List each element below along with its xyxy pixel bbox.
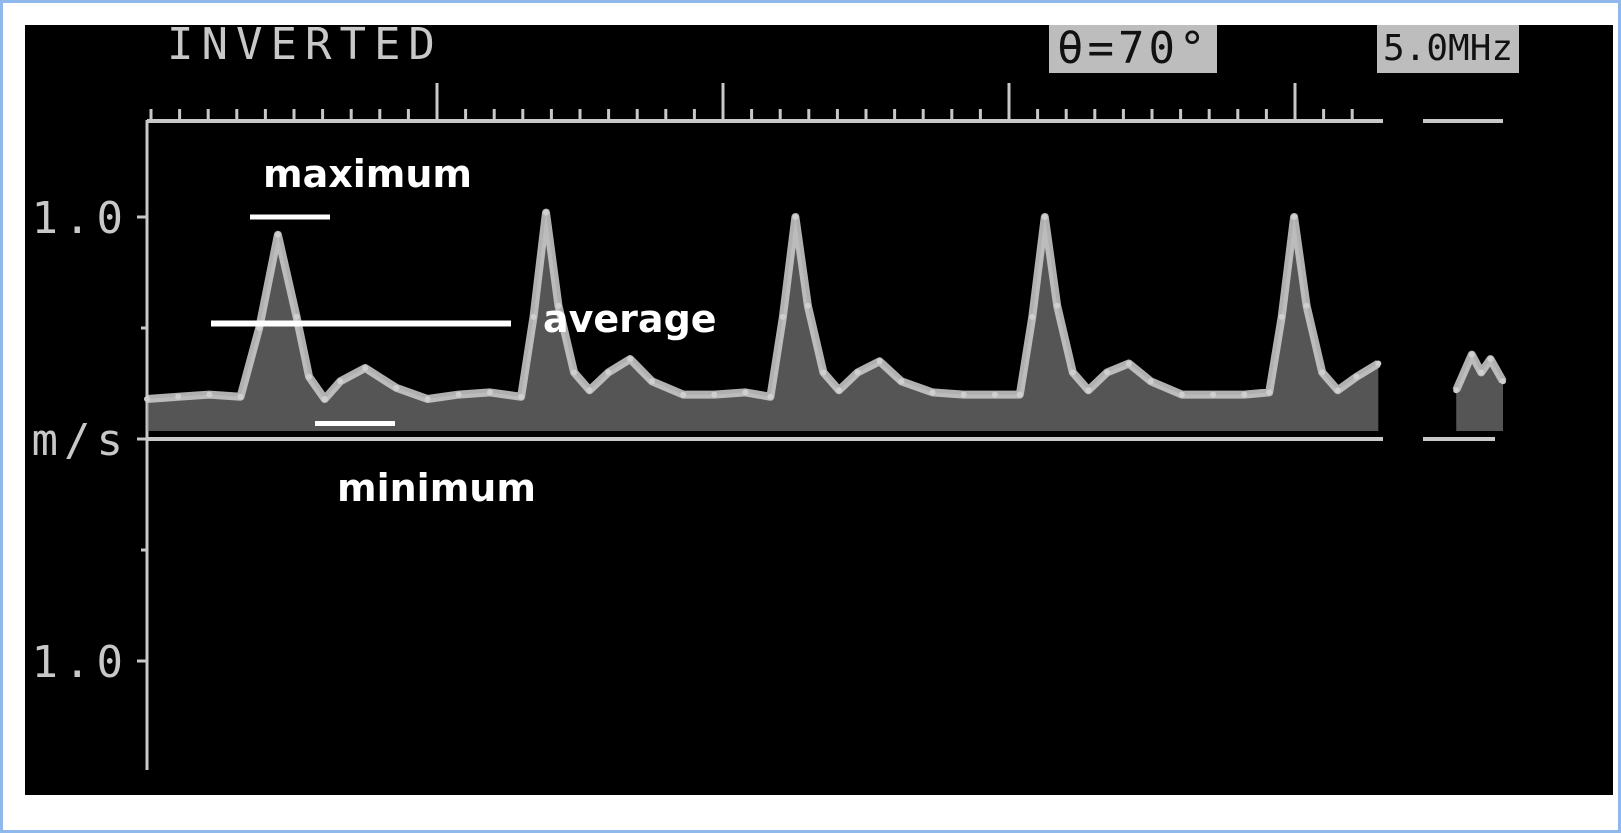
y-tick-label: m/s — [32, 415, 129, 466]
mode-label: INVERTED — [167, 25, 443, 70]
spectrum-point — [820, 369, 827, 376]
spectrum-point — [649, 378, 655, 385]
spectrum-point — [1319, 369, 1326, 376]
spectrum-point — [1178, 391, 1185, 398]
spectrum-point — [1085, 387, 1092, 394]
spectrum-point — [1104, 369, 1111, 376]
spectrum-point — [362, 365, 369, 371]
spectrum-point — [1453, 387, 1460, 394]
spectrum-point — [144, 396, 150, 402]
spectrum-point — [1353, 373, 1360, 380]
spectrum-point — [1241, 391, 1248, 398]
spectrum-point — [337, 378, 344, 385]
spectrum-point — [605, 369, 612, 376]
spectrum-point — [627, 356, 634, 363]
spectrum-point — [393, 384, 400, 391]
spectrum-point — [711, 391, 718, 398]
spectrum-point — [518, 393, 525, 400]
spectrum-point — [792, 214, 799, 220]
spectrum-point — [898, 378, 905, 385]
spectrum-envelope-line — [146, 208, 1381, 403]
spectrum-point — [530, 313, 537, 320]
spectrum-point — [1041, 214, 1048, 220]
spectrum-point — [1375, 360, 1382, 367]
y-tick-label: 1.0 — [32, 193, 129, 244]
spectrum-point — [1303, 302, 1310, 309]
spectrum-point — [1487, 356, 1494, 363]
y-tick-label: 1.0 — [32, 637, 129, 688]
spectrum-point — [486, 389, 493, 396]
spectrum-point — [586, 387, 593, 394]
average-annotation: average — [543, 297, 717, 341]
spectrum-fill — [147, 212, 1379, 431]
spectrum-point — [293, 313, 300, 320]
spectrum-point — [854, 369, 861, 376]
spectrum-point — [779, 313, 786, 320]
spectrum-point — [1478, 369, 1485, 376]
angle-label: θ=70° — [1049, 25, 1218, 73]
spectrum-point — [767, 393, 774, 400]
spectrum-point — [1210, 391, 1217, 398]
frequency-label: 5.0MHz — [1377, 25, 1520, 73]
spectrum-point — [206, 391, 213, 398]
spectrum-point — [1468, 351, 1475, 358]
doppler-spectrum-chart: 1.0 m/s 1.0 — [32, 83, 1507, 770]
spectrum-point — [175, 393, 182, 400]
spectrum-point — [1029, 313, 1036, 320]
doppler-screen: 1.0 m/s 1.0 INVERTED θ=70° 5.0MHz maximum … — [25, 25, 1613, 795]
spectrum-point — [1291, 214, 1298, 220]
spectrum-point — [1334, 387, 1341, 394]
spectrum-point — [1147, 378, 1154, 385]
spectrum-point — [1016, 391, 1023, 398]
spectrum-point — [1266, 389, 1273, 396]
spectrum-point — [455, 391, 462, 398]
spectrum-point — [991, 391, 998, 398]
spectrum-point — [555, 302, 562, 309]
spectrum-point — [742, 389, 749, 396]
spectrum-point — [571, 369, 578, 376]
spectrum-point — [274, 231, 281, 238]
spectrum-point — [836, 387, 842, 394]
spectrum-point — [929, 389, 936, 396]
spectrum-point — [876, 358, 883, 365]
spectrum-point — [960, 391, 967, 398]
spectrum-point — [543, 209, 549, 216]
spectrum-point — [1125, 360, 1132, 367]
spectrum-point — [306, 373, 313, 380]
spectrum-point — [1069, 369, 1076, 376]
maximum-annotation: maximum — [263, 152, 473, 196]
spectrum-point — [680, 391, 687, 398]
spectrum-point — [321, 396, 328, 402]
spectrum-point — [424, 396, 431, 402]
spectrum-fill — [1456, 354, 1503, 431]
minimum-annotation: minimum — [337, 466, 536, 510]
spectrum-point — [1500, 378, 1506, 385]
spectrum-point — [237, 393, 244, 400]
spectrum-point — [1054, 302, 1061, 309]
spectrum-point — [804, 302, 811, 309]
spectrum-point — [1278, 313, 1285, 320]
